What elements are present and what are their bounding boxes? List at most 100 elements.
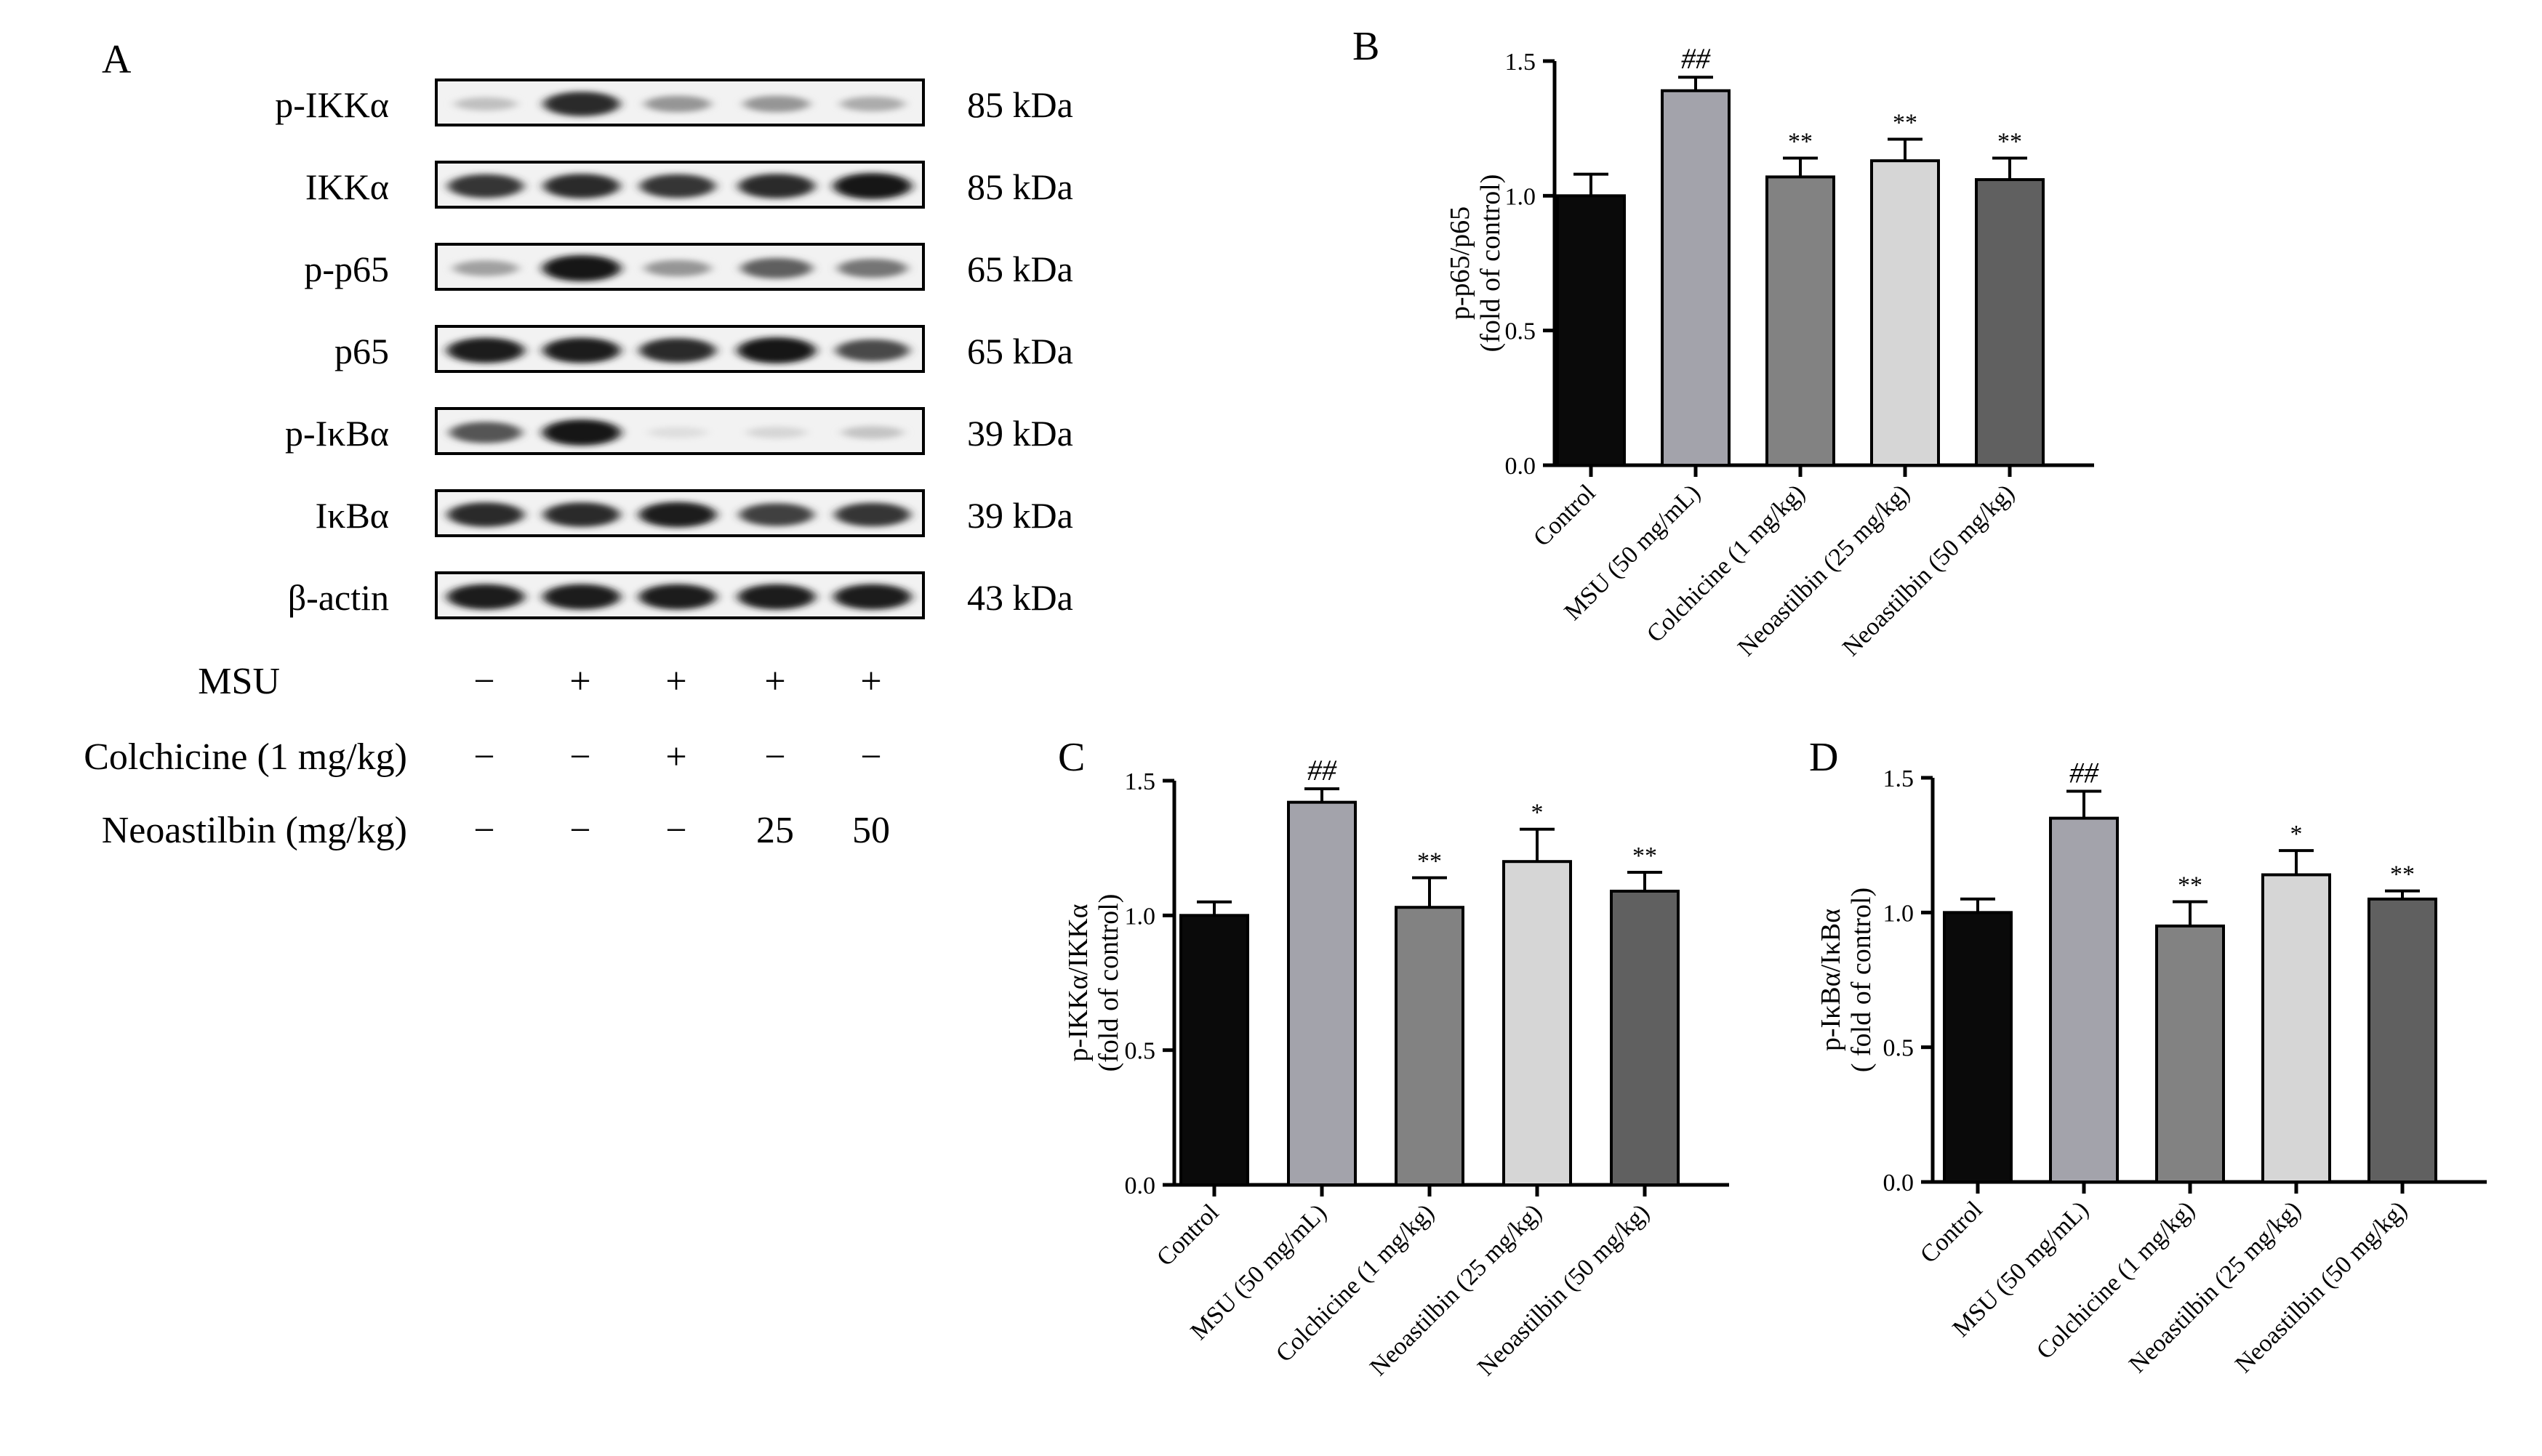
blot-row-3: p65 65 kDa [334,325,1073,373]
blot-protein-label: IKKα [305,166,389,207]
blot-band [543,502,620,527]
panel-label: B [1352,24,1379,69]
x-tick-label: Neoastilbin (25 mg/kg) [2124,1196,2306,1378]
blot-band [542,337,621,363]
blot-band [638,502,717,528]
bar [1870,159,1940,467]
treatment-value: − [569,736,590,778]
significance-marker: ## [1681,42,1711,75]
blot-band [835,339,910,362]
panel-label-a: A [102,37,132,82]
treatment-label: MSU [198,661,280,702]
blot-protein-label: p-IκBα [285,413,389,454]
treatment-row-0: MSU − + + + + [198,661,881,702]
bar [1943,911,2013,1184]
treatment-value: + [665,661,686,702]
y-tick-label: 0.5 [1505,318,1536,345]
blot-row-0: p-IKKα 85 kDa [275,79,1073,126]
blot-band [841,426,904,439]
y-tick-label: 1.0 [1883,900,1914,927]
blot-band [644,260,711,277]
blot-band [739,503,814,526]
bar [1395,906,1464,1187]
bar [2367,897,2437,1184]
x-tick-label: Neoastilbin (50 mg/kg) [2230,1196,2413,1378]
y-axis-title: p-p65/p65 [1445,206,1475,320]
significance-marker: ## [2069,757,2099,789]
blot-band [738,174,815,198]
blot-protein-label: β-actin [288,577,389,618]
y-tick-label: 1.5 [1125,768,1156,795]
treatment-value: − [569,810,590,851]
blot-band [838,258,907,278]
blot-band [743,95,810,113]
y-axis-title: p-IκBα/IκBα [1816,909,1846,1051]
x-tick-label: Control [1152,1199,1224,1271]
x-tick-label: Neoastilbin (25 mg/kg) [1733,479,1915,661]
y-tick-label: 0.0 [1125,1173,1156,1199]
western-blot-panel: A p-IKKα 85 kDa IKKα 85 kDa p-p65 65 kDa p65 65… [84,37,1073,851]
blot-band [639,338,716,363]
blot-protein-label: IκBα [316,495,389,536]
blot-row-6: β-actin 43 kDa [288,571,1073,619]
treatment-row-2: Neoastilbin (mg/kg) − − − 25 50 [102,810,890,851]
significance-marker: * [1531,800,1544,826]
blot-band [446,584,525,610]
blot-band [447,502,524,527]
y-tick-label: 1.5 [1883,765,1914,792]
treatment-value: + [860,661,881,702]
bar [1765,175,1835,467]
treatment-value: + [569,661,590,702]
bar [1179,914,1249,1187]
y-tick-label: 1.5 [1505,49,1536,76]
treatment-value: − [860,736,881,778]
bar [1287,800,1357,1186]
treatment-value: − [665,810,686,851]
y-axis-title: p-IKKα/IKKα [1063,904,1094,1061]
significance-marker: ** [1997,128,2022,155]
treatment-value: 50 [852,810,890,851]
x-tick-label: Control [1528,479,1601,552]
blot-band [638,584,717,610]
panel-label: D [1809,735,1838,780]
significance-marker: ** [1632,842,1657,869]
blot-size-label: 39 kDa [967,495,1073,536]
blot-size-label: 43 kDa [967,577,1073,618]
blot-band [737,337,816,363]
bar-chart-c: C 0.0 0.5 1.0 1.5 p-IKKα/IKKα (fold of control… [1058,735,1729,1381]
blot-size-label: 85 kDa [967,166,1073,207]
y-tick-label: 0.0 [1883,1170,1914,1196]
blot-protein-label: p-IKKα [275,84,389,125]
blot-size-label: 39 kDa [967,413,1073,454]
blot-band [648,427,707,438]
bar [1556,194,1626,467]
blot-band [644,95,711,113]
significance-marker: ** [2390,861,2415,888]
blot-band [833,173,912,199]
y-tick-label: 0.0 [1505,453,1536,480]
blot-protein-label: p65 [334,331,389,371]
treatment-value: 25 [756,810,794,851]
blot-band [448,174,524,198]
blot-row-5: IκBα 39 kDa [316,489,1073,537]
y-tick-label: 1.0 [1125,903,1156,930]
blot-protein-label: p-p65 [304,249,389,289]
significance-marker: * [2290,821,2303,848]
blot-band [446,337,525,363]
blot-size-label: 65 kDa [967,249,1073,289]
bar [1610,889,1680,1187]
treatment-value: + [764,661,785,702]
blot-band [542,255,621,281]
blot-band [640,174,715,198]
treatment-value: − [473,661,494,702]
y-tick-label: 0.5 [1883,1035,1914,1062]
blot-band [840,96,905,112]
treatment-value: − [764,736,785,778]
blot-band [449,422,522,443]
significance-marker: ## [1307,754,1337,787]
bar [2049,816,2119,1183]
blot-band [833,584,912,610]
bar-chart-b: B 0.0 0.5 1.0 1.5 p-p65/p65 (fold of control) C… [1352,24,2094,661]
significance-marker: ** [1788,128,1813,155]
